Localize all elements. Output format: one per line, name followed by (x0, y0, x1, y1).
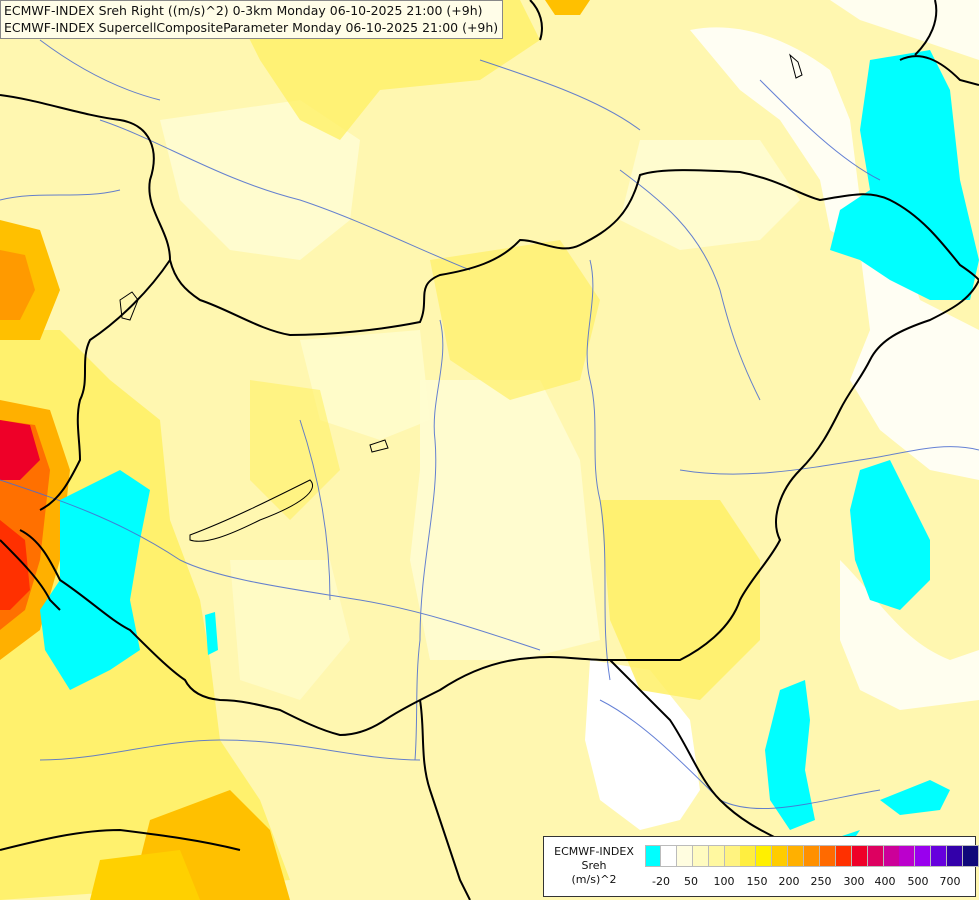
map-title-line-1: ECMWF-INDEX Sreh Right ((m/s)^2) 0-3km M… (4, 3, 483, 18)
legend-tick-label: 150 (746, 875, 768, 888)
map-title-line-2: ECMWF-INDEX SupercellCompositeParameter … (4, 20, 499, 35)
legend-swatch (756, 845, 773, 867)
legend-swatch (867, 845, 884, 867)
legend-swatch (899, 845, 916, 867)
rivers (0, 39, 979, 810)
legend-tick-label: 250 (810, 875, 832, 888)
legend-title: ECMWF-INDEX (554, 845, 634, 858)
field-white-areas (380, 0, 979, 830)
field-pale-yellow (160, 100, 800, 700)
legend-tick-label: 300 (843, 875, 865, 888)
legend-swatch (740, 845, 757, 867)
legend-swatch (915, 845, 932, 867)
legend-tick-label: -20 (652, 875, 670, 888)
legend-tick-label: 200 (778, 875, 800, 888)
legend-swatch (947, 845, 964, 867)
legend-swatch (851, 845, 868, 867)
legend-tick-label: 100 (713, 875, 735, 888)
legend-swatch (883, 845, 900, 867)
legend-variable: Sreh (581, 859, 607, 872)
legend-swatch (645, 845, 661, 867)
legend-tick-label: 400 (874, 875, 896, 888)
legend-swatch (819, 845, 836, 867)
legend-swatch (676, 845, 693, 867)
legend-tick-label: 700 (939, 875, 961, 888)
legend-swatch (804, 845, 820, 867)
legend-tick-label: 50 (684, 875, 698, 888)
legend-swatch (931, 845, 948, 867)
legend-swatch (660, 845, 677, 867)
legend-swatch (692, 845, 709, 867)
legend-swatch (772, 845, 789, 867)
legend-swatch (724, 845, 741, 867)
legend-unit: (m/s)^2 (571, 873, 617, 886)
legend-swatch (835, 845, 852, 867)
legend-swatch (788, 845, 805, 867)
legend-swatch (963, 845, 979, 867)
legend-tick-label: 500 (907, 875, 929, 888)
field-orange (0, 0, 590, 900)
map-title-box: ECMWF-INDEX Sreh Right ((m/s)^2) 0-3km M… (0, 0, 504, 39)
legend-label: ECMWF-INDEX Sreh (m/s)^2 (547, 845, 641, 887)
legend-swatch (708, 845, 725, 867)
color-legend: ECMWF-INDEX Sreh (m/s)^2 -20 50 100 150 200 2… (543, 836, 979, 897)
field-cyan (40, 50, 979, 845)
